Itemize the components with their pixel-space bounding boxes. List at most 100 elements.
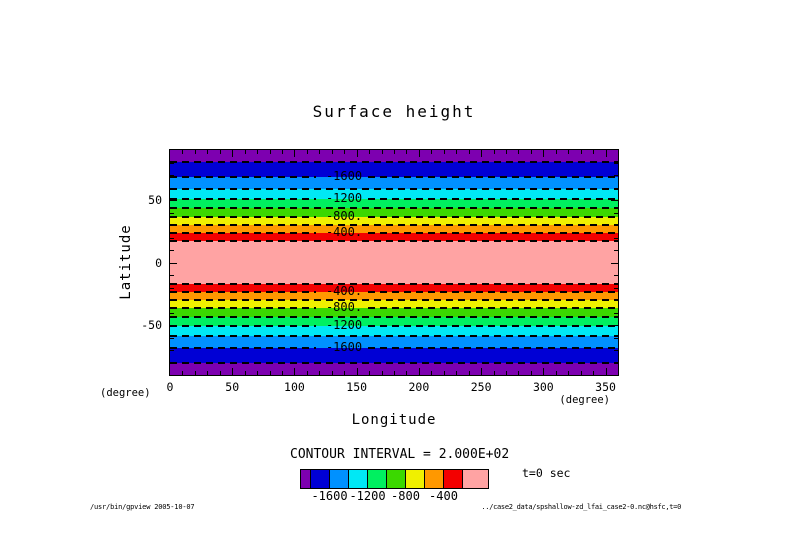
x-axis-tick — [332, 371, 333, 375]
y-tick-label: -50 — [141, 318, 162, 332]
y-axis-tick — [611, 263, 618, 264]
y-axis-tick — [614, 238, 618, 239]
x-axis-tick — [481, 150, 482, 157]
x-axis-tick — [419, 150, 420, 157]
x-axis-tick — [195, 150, 196, 154]
contour-line-segment — [170, 240, 618, 242]
contour-value-label: -800. — [325, 300, 363, 314]
contour-line-segment — [368, 176, 618, 178]
contour-line-segment — [368, 347, 618, 349]
y-axis-tick — [614, 225, 618, 226]
legend-color-swatch — [386, 469, 406, 489]
contour-line — [170, 325, 618, 327]
contour-line — [170, 232, 618, 234]
footer-program-date: /usr/bin/gpview 2005-10-07 — [90, 503, 195, 511]
x-tick-label: 150 — [346, 380, 368, 394]
x-axis-tick — [232, 368, 233, 375]
y-axis-tick — [170, 225, 174, 226]
legend-color-swatch — [329, 469, 349, 489]
x-axis-tick — [220, 150, 221, 154]
contour-value-label: -1200 — [325, 191, 363, 205]
y-axis-tick — [611, 325, 618, 326]
x-axis-tick — [431, 150, 432, 154]
x-axis-tick — [593, 150, 594, 154]
contour-line — [170, 307, 618, 309]
contour-line — [170, 291, 618, 293]
y-axis-tick — [614, 363, 618, 364]
contour-band — [170, 162, 618, 178]
plot-frame — [169, 149, 619, 376]
contour-band — [170, 336, 618, 349]
y-axis-tick — [614, 300, 618, 301]
contour-line-segment — [170, 325, 316, 327]
x-axis-tick — [319, 371, 320, 375]
x-axis-tick — [207, 150, 208, 154]
y-axis-unit-label: (degree) — [100, 387, 151, 399]
contour-line — [170, 216, 618, 218]
x-axis-tick — [319, 150, 320, 154]
contour-band — [170, 308, 618, 318]
contour-line-segment — [170, 291, 316, 293]
x-axis-tick — [531, 371, 532, 375]
y-axis-tick — [170, 313, 174, 314]
contour-band — [170, 199, 618, 209]
x-axis-tick — [406, 150, 407, 154]
contour-value-label: -800. — [325, 209, 363, 223]
contour-line-segment — [368, 307, 618, 309]
x-axis-tick — [518, 150, 519, 154]
x-axis-tick — [382, 150, 383, 154]
legend-tick-label: -1200 — [349, 489, 386, 503]
y-axis-tick — [614, 175, 618, 176]
y-axis-tick — [170, 263, 177, 264]
x-axis-tick — [207, 371, 208, 375]
x-tick-label: 250 — [470, 380, 492, 394]
x-axis-tick — [294, 368, 295, 375]
x-axis-tick — [556, 371, 557, 375]
x-axis-tick — [494, 371, 495, 375]
contour-line-segment — [170, 283, 618, 285]
x-tick-label: 100 — [284, 380, 305, 394]
legend-color-swatch — [405, 469, 425, 489]
x-axis-tick — [568, 150, 569, 154]
x-axis-tick — [282, 371, 283, 375]
time-label: t=0 sec — [522, 466, 571, 480]
contour-line-segment — [170, 188, 618, 190]
contour-line-segment — [170, 316, 618, 318]
y-axis-tick — [614, 338, 618, 339]
contour-line-segment — [368, 216, 618, 218]
legend-tick-label: -1600 — [311, 489, 348, 503]
contour-band — [170, 177, 618, 190]
x-axis-tick — [531, 150, 532, 154]
y-axis-tick — [611, 200, 618, 201]
x-tick-label: 350 — [595, 380, 616, 394]
contour-interval-text: CONTOUR INTERVAL = 2.000E+02 — [290, 447, 510, 462]
y-axis-tick — [614, 275, 618, 276]
legend-color-swatch — [310, 469, 330, 489]
contour-line-segment — [170, 216, 316, 218]
x-axis-tick — [568, 371, 569, 375]
x-axis-tick — [419, 368, 420, 375]
x-axis-unit-label: (degree) — [559, 394, 610, 406]
contour-line-segment — [170, 299, 618, 301]
x-axis-tick — [494, 150, 495, 154]
x-axis-tick — [257, 150, 258, 154]
x-axis-tick — [469, 150, 470, 154]
x-axis-tick — [294, 150, 295, 157]
x-axis-tick — [369, 150, 370, 154]
x-axis-tick — [182, 150, 183, 154]
y-axis-tick — [170, 325, 177, 326]
y-axis-tick — [614, 350, 618, 351]
contour-line — [170, 176, 618, 178]
x-axis-tick — [357, 150, 358, 157]
y-axis-tick — [614, 250, 618, 251]
y-axis-tick — [170, 350, 174, 351]
x-axis-tick — [307, 371, 308, 375]
legend-color-swatch — [462, 469, 489, 489]
y-axis-tick — [170, 200, 177, 201]
x-axis-tick — [543, 150, 544, 157]
x-axis-tick — [270, 150, 271, 154]
contour-line-segment — [368, 198, 618, 200]
x-axis-tick — [556, 150, 557, 154]
x-axis-title: Longitude — [351, 412, 437, 428]
